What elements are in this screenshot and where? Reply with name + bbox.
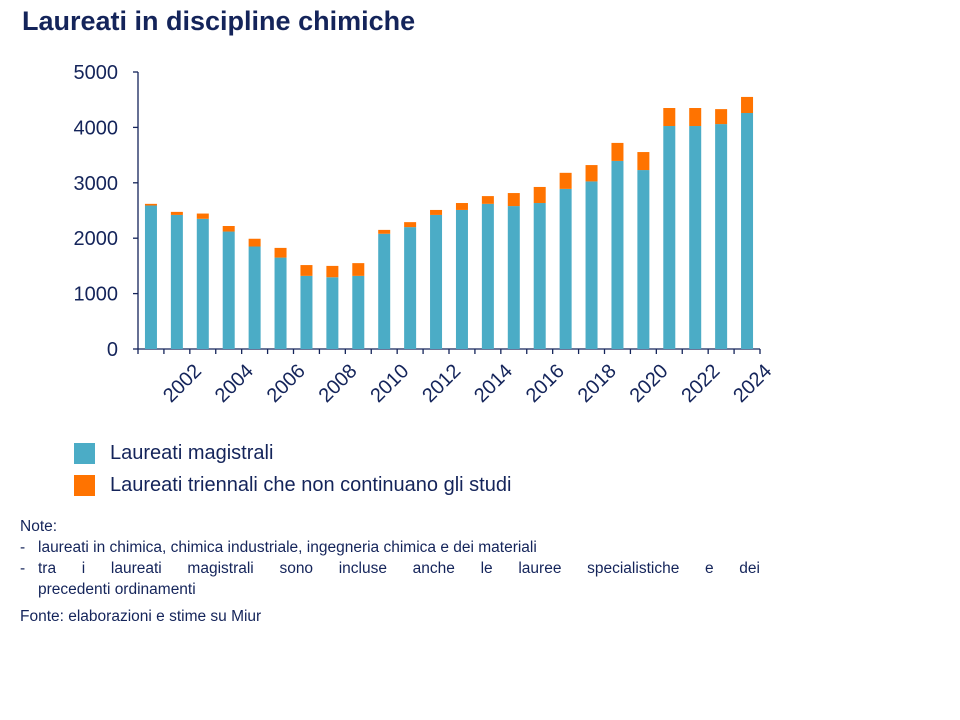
chart-title: Laureati in discipline chimiche xyxy=(22,6,416,36)
y-tick-label: 1000 xyxy=(74,284,119,306)
x-tick-label: 2022 xyxy=(677,360,724,407)
bar-magistrali-2024 xyxy=(741,112,754,349)
bar-magistrali-2010 xyxy=(378,233,391,349)
bar-triennali-2018 xyxy=(585,165,598,182)
bar-triennali-2019 xyxy=(611,142,624,161)
y-tick-label: 5000 xyxy=(74,62,119,84)
bar-magistrali-2018 xyxy=(585,181,598,349)
bar-magistrali-2001 xyxy=(144,205,157,349)
bar-triennali-2012 xyxy=(430,209,443,215)
legend-label: Laureati magistrali xyxy=(110,442,274,464)
bar-triennali-2007 xyxy=(300,265,313,276)
bar-triennali-2008 xyxy=(326,265,339,278)
bar-triennali-2004 xyxy=(222,226,235,232)
bar-triennali-2009 xyxy=(352,263,365,276)
bar-magistrali-2015 xyxy=(507,206,520,349)
bar-magistrali-2020 xyxy=(637,170,650,349)
legend-swatch-blue xyxy=(74,443,95,464)
bar-triennali-2015 xyxy=(507,193,520,207)
legend-item-triennali: Laureati triennali che non continuano gl… xyxy=(74,474,511,497)
bar-triennali-2022 xyxy=(689,108,702,127)
bar-triennali-2014 xyxy=(481,196,494,204)
bar-triennali-2006 xyxy=(274,247,287,258)
x-tick-label: 2014 xyxy=(470,360,517,407)
bar-magistrali-2005 xyxy=(248,246,261,349)
bar-magistrali-2011 xyxy=(404,227,417,349)
bar-magistrali-2013 xyxy=(455,209,468,349)
bar-triennali-2003 xyxy=(196,213,209,219)
legend-swatch-orange xyxy=(74,475,95,496)
x-tick-label: 2002 xyxy=(159,360,206,407)
note-continuation: precedenti ordinamenti xyxy=(38,581,196,598)
y-tick-label: 3000 xyxy=(74,173,119,195)
x-tick-label: 2016 xyxy=(522,360,569,407)
bar-magistrali-2016 xyxy=(533,203,546,349)
bar-triennali-2001 xyxy=(144,203,157,206)
note-item: - laureati in chimica, chimica industrial… xyxy=(20,539,537,556)
bar-triennali-2010 xyxy=(378,229,391,234)
x-tick-label: 2024 xyxy=(729,360,776,407)
bar-magistrali-2002 xyxy=(170,214,183,349)
bar-magistrali-2023 xyxy=(715,124,728,350)
source-note: Fonte: elaborazioni e stime su Miur xyxy=(20,608,262,625)
bar-magistrali-2012 xyxy=(430,214,443,349)
bar-triennali-2011 xyxy=(404,222,417,228)
bar-magistrali-2003 xyxy=(196,218,209,349)
note-item: - tra i laureati magistrali sono incluse … xyxy=(20,560,760,577)
legend-label: Laureati triennali che non continuano gl… xyxy=(110,474,512,496)
x-tick-label: 2020 xyxy=(626,360,673,407)
legend-item-magistrali: Laureati magistrali xyxy=(74,442,273,465)
x-tick-label: 2012 xyxy=(418,360,465,407)
x-tick-label: 2018 xyxy=(574,360,621,407)
y-tick-label: 2000 xyxy=(74,228,119,250)
y-tick-label: 4000 xyxy=(74,117,119,139)
bar-magistrali-2019 xyxy=(611,160,624,349)
bar-triennali-2017 xyxy=(559,172,572,189)
x-tick-label: 2004 xyxy=(211,360,258,407)
bar-triennali-2016 xyxy=(533,186,546,204)
bar-magistrali-2014 xyxy=(481,203,494,349)
bar-triennali-2021 xyxy=(663,108,676,127)
bar-magistrali-2021 xyxy=(663,126,676,349)
bar-triennali-2024 xyxy=(741,96,754,113)
bar-magistrali-2004 xyxy=(222,231,235,349)
bar-magistrali-2022 xyxy=(689,126,702,349)
bar-triennali-2002 xyxy=(170,211,183,215)
bar-triennali-2013 xyxy=(455,203,468,210)
bar-triennali-2023 xyxy=(715,109,728,125)
bar-magistrali-2007 xyxy=(300,275,313,349)
bar-magistrali-2017 xyxy=(559,188,572,349)
notes-heading: Note: xyxy=(20,518,58,535)
bar-magistrali-2006 xyxy=(274,257,287,349)
bar-triennali-2005 xyxy=(248,238,261,247)
bar-magistrali-2008 xyxy=(326,277,339,349)
notes: Note: - laureati in chimica, chimica indu… xyxy=(20,516,760,627)
y-tick-label: 0 xyxy=(107,339,118,361)
bar-triennali-2020 xyxy=(637,152,650,171)
bar-magistrali-2009 xyxy=(352,275,365,349)
x-tick-label: 2010 xyxy=(366,360,413,407)
x-tick-label: 2008 xyxy=(315,360,362,407)
x-tick-label: 2006 xyxy=(263,360,310,407)
